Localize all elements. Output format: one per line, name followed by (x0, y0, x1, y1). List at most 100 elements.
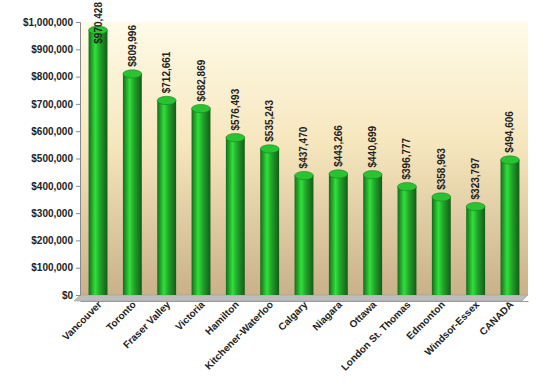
bar (192, 109, 211, 295)
y-tick: $400,000 (31, 181, 80, 192)
x-axis: VancouverTorontoFraser ValleyVictoriaHam… (60, 299, 528, 373)
bar-cap (432, 193, 451, 201)
data-labels: $970,428 $809,996 $712,661 $682,869 $576,493… (93, 2, 516, 200)
bar (260, 149, 279, 295)
x-tick: Windsor-Essex (423, 299, 482, 358)
bar-cap (398, 183, 417, 191)
plot-background (80, 22, 528, 295)
y-tick-mark (76, 22, 80, 23)
y-tick: $600,000 (31, 126, 80, 137)
data-label: $809,996 (127, 25, 138, 67)
x-tick-label: Fraser Valley (121, 299, 173, 351)
x-tick: Toronto (104, 299, 138, 333)
x-tick: Kitchener-Waterloo (203, 299, 276, 372)
y-tick-mark (76, 159, 80, 160)
y-tick: $100,000 (31, 262, 80, 273)
y-tick-label: $900,000 (31, 44, 73, 55)
data-label: $437,470 (299, 126, 310, 168)
y-tick-label: $600,000 (31, 126, 73, 137)
bar-cap (123, 70, 142, 78)
x-tick-label: London St. Thomas (339, 299, 413, 373)
bar (466, 207, 485, 295)
y-tick-label: $400,000 (31, 181, 73, 192)
bar (363, 175, 382, 295)
bars (89, 26, 520, 295)
x-tick: Ottawa (347, 299, 379, 331)
data-label: $682,869 (196, 59, 207, 101)
x-tick: Vancouver (60, 299, 104, 343)
bar-cap (226, 133, 245, 141)
y-axis-line (76, 23, 81, 296)
y-tick-mark (76, 268, 80, 269)
x-tick-label: Ottawa (347, 299, 379, 331)
y-tick: $700,000 (31, 99, 80, 110)
y-tick-label: $300,000 (31, 208, 73, 219)
bar (329, 174, 348, 295)
bar (89, 30, 108, 295)
y-tick: $300,000 (31, 208, 80, 219)
bar (157, 100, 176, 295)
data-label: $443,266 (333, 125, 344, 167)
y-tick-label: $500,000 (31, 153, 73, 164)
bar-cap (192, 104, 211, 112)
bar-cap (260, 145, 279, 153)
bar-cap (363, 171, 382, 179)
y-tick: $200,000 (31, 235, 80, 246)
bar (432, 197, 451, 295)
y-tick-label: $100,000 (31, 262, 73, 273)
x-tick: CANADA (477, 299, 515, 337)
x-tick: London St. Thomas (339, 299, 413, 373)
data-label: $396,777 (401, 137, 412, 179)
data-label: $323,797 (470, 157, 481, 199)
x-tick-label: Vancouver (60, 299, 104, 343)
y-tick-mark (76, 186, 80, 187)
y-tick-mark (76, 213, 80, 214)
x-tick-label: Toronto (104, 299, 138, 333)
y-tick: $800,000 (31, 71, 80, 82)
bar (295, 176, 314, 295)
y-tick-mark (76, 131, 80, 132)
x-tick: Niagara (310, 299, 344, 333)
data-label: $440,699 (367, 125, 378, 167)
x-tick: Calgary (276, 299, 310, 333)
y-tick-label: $0 (62, 290, 74, 301)
y-tick-mark (76, 77, 80, 78)
y-tick-mark (76, 295, 80, 296)
x-tick-label: Victoria (173, 299, 207, 333)
y-tick-mark (76, 240, 80, 241)
data-label: $576,493 (230, 88, 241, 130)
bar (226, 138, 245, 295)
x-tick-label: Niagara (310, 299, 344, 333)
data-label: $535,243 (264, 100, 275, 142)
bar-cap (157, 96, 176, 104)
y-tick-label: $800,000 (31, 71, 73, 82)
y-tick: $900,000 (31, 44, 80, 55)
y-tick-label: $1,000,000 (23, 17, 73, 28)
y-tick: $1,000,000 (23, 17, 80, 28)
x-tick: Fraser Valley (121, 299, 173, 351)
x-tick-label: Kitchener-Waterloo (203, 299, 276, 372)
bar-cap (501, 156, 520, 164)
data-label: $970,428 (93, 2, 104, 44)
bar (501, 160, 520, 295)
y-tick-mark (76, 49, 80, 50)
bar (398, 187, 417, 295)
chart: $0 $100,000 $200,000 $300,000 $400,000 $500,0… (0, 0, 546, 391)
data-label: $712,661 (161, 51, 172, 93)
bar-cap (329, 170, 348, 178)
data-label: $358,963 (436, 148, 447, 190)
y-tick-label: $700,000 (31, 99, 73, 110)
y-tick-label: $200,000 (31, 235, 73, 246)
bar-cap (295, 171, 314, 179)
y-tick: $0 (62, 290, 80, 301)
y-tick-mark (76, 104, 80, 105)
y-axis: $0 $100,000 $200,000 $300,000 $400,000 $500,0… (23, 17, 81, 301)
data-label: $494,606 (504, 111, 515, 153)
bar (123, 74, 142, 295)
x-tick: Victoria (173, 299, 207, 333)
x-tick-label: Calgary (276, 299, 310, 333)
x-tick-label: Windsor-Essex (423, 299, 482, 358)
y-tick: $500,000 (31, 153, 80, 164)
bar-cap (466, 202, 485, 210)
x-tick-label: CANADA (477, 299, 515, 337)
